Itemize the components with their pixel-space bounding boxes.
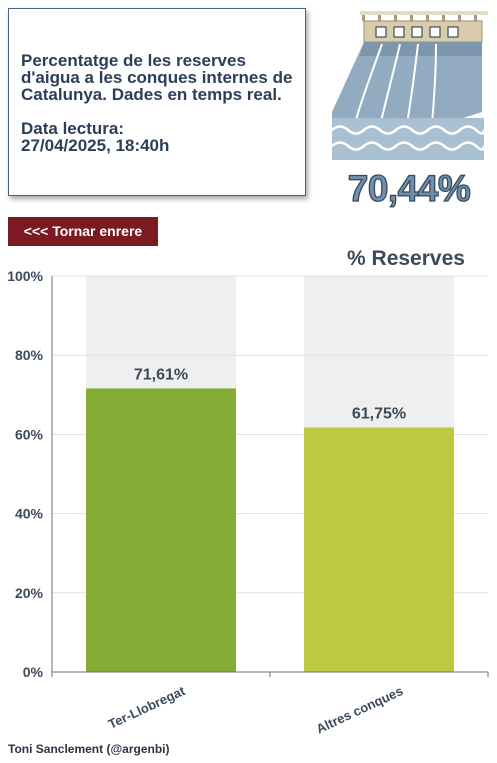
y-tick-label: 100% xyxy=(7,268,43,284)
dam-icon xyxy=(331,11,488,160)
credit-text: Toni Sanclement (@argenbi) xyxy=(8,742,170,756)
y-tick-label: 0% xyxy=(23,664,44,680)
total-percentage: 70,44% xyxy=(347,167,471,209)
y-tick-label: 20% xyxy=(15,585,44,601)
description-text: Percentatge de les reserves d'aigua a le… xyxy=(21,51,293,104)
bar-chart: 0% 20% 40% 60% 80% 100% 71,61% Ter-Llobregat 61,… xyxy=(7,268,489,736)
chart-title: % Reserves xyxy=(347,247,465,270)
info-box: Percentatge de les reserves d'aigua a le… xyxy=(8,8,306,196)
x-tick-label: Ter-Llobregat xyxy=(106,683,188,732)
y-tick-label: 60% xyxy=(15,426,44,442)
bar-value-label: 71,61% xyxy=(134,366,188,383)
y-tick-label: 40% xyxy=(15,506,44,522)
back-button[interactable]: <<< Tornar enrere xyxy=(8,217,158,246)
bar xyxy=(304,427,454,672)
y-tick-label: 80% xyxy=(15,347,44,363)
reading-label: Data lectura: xyxy=(21,119,124,138)
x-tick-label: Altres conques xyxy=(314,683,405,736)
reading-date: 27/04/2025, 18:40h xyxy=(21,136,170,155)
bar-value-label: 61,75% xyxy=(352,405,406,422)
bar xyxy=(86,388,236,672)
